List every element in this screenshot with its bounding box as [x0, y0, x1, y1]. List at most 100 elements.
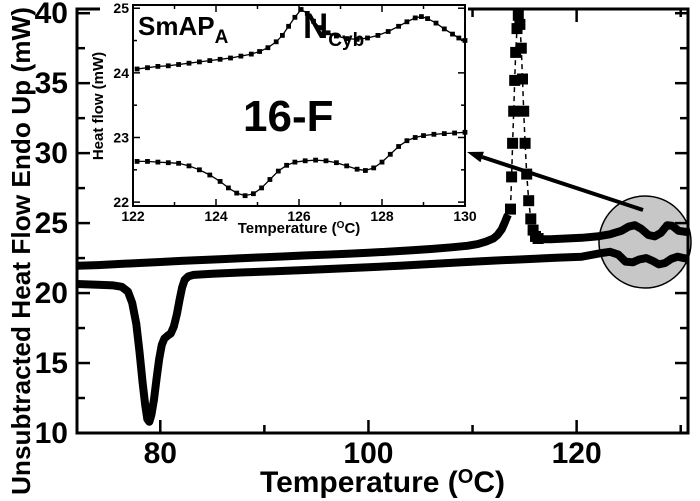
inset-heating-markers — [304, 11, 310, 16]
heating-peak-markers — [508, 105, 520, 117]
heating-peak-markers — [523, 195, 535, 207]
inset-cooling-markers — [207, 172, 213, 178]
inset-cooling-markers — [197, 167, 202, 173]
inset-heating-markers — [165, 63, 171, 69]
inset-cooling-markers — [176, 160, 181, 166]
inset-heating-markers — [134, 66, 140, 72]
heating-baseline-left — [76, 213, 512, 270]
inset-cooling-markers — [363, 168, 368, 173]
heating-peak-markers — [527, 224, 539, 236]
annotation-arrow-head — [467, 151, 484, 163]
inset-cooling-markers — [344, 163, 350, 169]
inset-heating-markers — [248, 51, 254, 57]
cooling-curve — [76, 247, 689, 426]
inset-heating-markers — [186, 60, 192, 66]
inset-cooling-markers — [251, 191, 256, 197]
inset-heating-markers — [145, 65, 150, 71]
inset-cooling-markers — [234, 190, 240, 196]
inset-x-tick-label: 122 — [121, 208, 145, 224]
y-axis-tick-label: 15 — [35, 347, 68, 380]
inset-heating-markers — [286, 23, 291, 29]
inset-cooling-markers — [379, 159, 385, 165]
x-axis-title: Temperature (OC) — [260, 466, 505, 499]
y-axis-tick-label: 35 — [35, 67, 68, 100]
inset-heating-markers — [441, 26, 447, 32]
inset-cooling-markers — [371, 165, 377, 171]
inset-y-axis-title: Heat flow (mW) — [90, 52, 107, 160]
inset-cooling-markers — [145, 159, 150, 164]
y-axis-tick-label: 25 — [35, 207, 68, 240]
inset-cooling-markers — [267, 177, 273, 182]
inset-x-tick-label: 124 — [204, 208, 228, 224]
inset-heating-markers — [228, 55, 233, 61]
inset-cooling-markers — [284, 162, 289, 168]
highlight-circle — [598, 195, 692, 289]
inset-cooling-markers — [242, 193, 248, 199]
y-axis-title: Unsubtracted Heat Flow Endo Up (mW) — [6, 7, 36, 495]
inset-heating-markers — [298, 7, 304, 12]
y-axis-tick-label: 40 — [35, 0, 68, 30]
inset-heating-markers — [317, 25, 323, 30]
inset-y-tick-label: 22 — [113, 194, 129, 210]
inset-cooling-markers — [396, 144, 401, 149]
inset-cooling-markers — [292, 159, 298, 165]
inset-heating-markers — [462, 38, 468, 43]
heating-peak-markers — [507, 137, 519, 149]
inset-heating-markers — [365, 35, 370, 41]
inset-cooling-markers — [134, 159, 140, 164]
inset-heating-markers — [257, 49, 262, 54]
inset-heating-markers — [325, 30, 331, 36]
y-axis-tick-label: 20 — [35, 277, 68, 310]
compound-label: 16-F — [243, 92, 333, 141]
x-axis-tick-label: 80 — [144, 437, 177, 470]
inset-heating-markers — [419, 14, 424, 19]
inset-cooling-markers — [421, 133, 426, 138]
inset-cooling-markers — [259, 185, 264, 191]
inset-heating-markers — [311, 18, 316, 24]
inset-heating-markers — [396, 23, 401, 29]
heating-peak-markers — [518, 105, 530, 117]
inset-cooling-markers — [354, 166, 360, 172]
heating-peak-markers — [515, 42, 527, 54]
inset-heating-markers — [197, 59, 202, 65]
heating-peak-markers — [519, 137, 531, 149]
inset-heating-markers — [354, 36, 360, 42]
inset-heating-markers — [344, 36, 350, 41]
y-axis-tick-label: 30 — [35, 137, 68, 170]
inset-cooling-markers — [412, 135, 418, 140]
inset-heating-markers — [273, 39, 279, 45]
heating-peak-markers — [514, 18, 526, 30]
inset-heating-markers — [265, 45, 271, 51]
x-axis-tick-label: 100 — [343, 437, 393, 470]
x-axis-tick-label: 120 — [552, 437, 602, 470]
inset-heating-markers — [155, 64, 161, 69]
inset-cooling-markers — [387, 151, 393, 157]
inset-cooling-markers — [186, 163, 192, 169]
heating-peak-markers — [521, 168, 533, 180]
inset-cooling-markers — [441, 131, 447, 136]
inset-heating-markers — [238, 53, 244, 59]
inset-frame — [132, 4, 466, 207]
inset-y-tick-label: 23 — [113, 129, 129, 145]
inset-cooling-markers — [462, 129, 468, 135]
heating-peak-markers — [532, 233, 544, 244]
inset-cooling-markers — [155, 159, 161, 165]
inset-cooling-markers — [275, 168, 281, 174]
inset-x-tick-label: 128 — [370, 208, 394, 224]
phase-label-ncyb: NCyb — [303, 7, 364, 51]
inset-heating-markers — [217, 56, 223, 62]
inset-x-axis-title: Temperature (OC) — [238, 220, 361, 237]
heating-peak-markers — [506, 171, 518, 183]
inset-x-tick-label: 126 — [287, 208, 311, 224]
inset-heating-markers — [412, 15, 418, 21]
heating-peak-markers — [512, 9, 524, 21]
inset-cooling-markers — [404, 138, 410, 144]
inset-x-tick-label: 130 — [453, 208, 477, 224]
inset-y-tick-label: 25 — [113, 0, 129, 16]
inset-heating-markers — [292, 14, 298, 20]
inset-cooling-markers — [302, 158, 308, 164]
phase-label-smapa: SmAPA — [138, 11, 229, 48]
inset-heating-markers — [404, 19, 410, 25]
